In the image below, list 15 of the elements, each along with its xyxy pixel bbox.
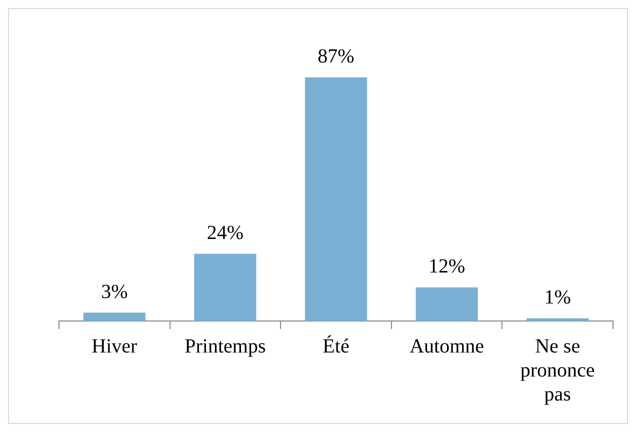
- bar: [194, 254, 256, 321]
- bar: [83, 312, 146, 321]
- data-label: 3%: [101, 280, 128, 303]
- bar: [304, 77, 368, 321]
- data-label: 1%: [544, 286, 571, 308]
- data-label: 24%: [206, 222, 244, 244]
- x-tick-label: Hiver: [92, 335, 138, 358]
- bar: [526, 318, 589, 321]
- data-label: 12%: [428, 256, 466, 278]
- x-tick-label: Automne: [410, 335, 484, 358]
- x-tick-label: Printemps: [184, 335, 266, 358]
- data-label: 87%: [318, 46, 354, 68]
- bar: [416, 287, 478, 321]
- x-tick-label: Ne se prononce pas: [520, 335, 595, 406]
- x-tick-label: Été: [322, 334, 350, 358]
